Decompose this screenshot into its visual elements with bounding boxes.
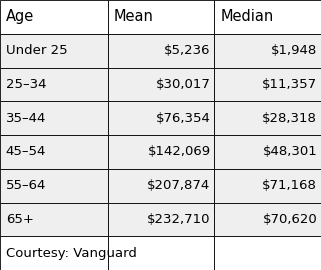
Text: 55–64: 55–64 (6, 179, 46, 192)
Text: $5,236: $5,236 (164, 44, 211, 57)
Text: $11,357: $11,357 (262, 78, 317, 91)
Text: 65+: 65+ (6, 213, 34, 226)
Bar (214, 236, 321, 270)
Bar (108, 236, 214, 270)
Text: 45–54: 45–54 (6, 145, 46, 158)
Bar (108, 0, 214, 34)
Bar (108, 34, 214, 68)
Bar (214, 135, 321, 169)
Text: $207,874: $207,874 (147, 179, 211, 192)
Text: 35–44: 35–44 (6, 112, 46, 125)
Text: $28,318: $28,318 (262, 112, 317, 125)
Bar (214, 0, 321, 34)
Bar (0, 236, 108, 270)
Text: $232,710: $232,710 (147, 213, 211, 226)
Bar (0, 169, 108, 202)
Bar (108, 135, 214, 169)
Text: $30,017: $30,017 (156, 78, 211, 91)
Bar (0, 0, 108, 34)
Text: Mean: Mean (113, 9, 153, 24)
Bar (214, 169, 321, 202)
Bar (0, 34, 108, 68)
Bar (108, 101, 214, 135)
Bar (0, 68, 108, 101)
Text: Median: Median (220, 9, 273, 24)
Text: $70,620: $70,620 (262, 213, 317, 226)
Text: $76,354: $76,354 (156, 112, 211, 125)
Text: Courtesy: Vanguard: Courtesy: Vanguard (6, 247, 137, 260)
Bar (0, 135, 108, 169)
Bar (108, 169, 214, 202)
Text: $142,069: $142,069 (147, 145, 211, 158)
Bar (0, 101, 108, 135)
Bar (214, 101, 321, 135)
Bar (214, 68, 321, 101)
Text: $1,948: $1,948 (271, 44, 317, 57)
Text: Age: Age (6, 9, 34, 24)
Bar (214, 202, 321, 236)
Bar (108, 202, 214, 236)
Bar (0, 202, 108, 236)
Text: $48,301: $48,301 (262, 145, 317, 158)
Bar (108, 68, 214, 101)
Text: Under 25: Under 25 (6, 44, 67, 57)
Bar (214, 34, 321, 68)
Text: 25–34: 25–34 (6, 78, 46, 91)
Text: $71,168: $71,168 (262, 179, 317, 192)
